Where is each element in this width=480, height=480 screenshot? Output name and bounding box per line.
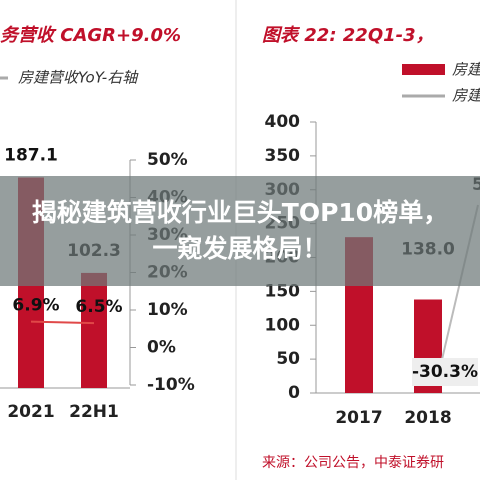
x-tick-label: 2018: [404, 408, 451, 428]
bar: [81, 272, 107, 388]
line-label: 6.9%: [12, 296, 59, 316]
line: [30, 320, 95, 325]
legend: 房建营收YoY-右轴: [18, 69, 139, 87]
y2-tick-label: 50%: [147, 150, 188, 170]
source: 来源：公司公告，中泰证券研: [262, 455, 444, 471]
chart-title: 务营收 CAGR+9.0%: [0, 25, 181, 46]
banner-text: 揭秘建筑营收行业巨头TOP10榜单，一窥发展格局！: [31, 198, 449, 263]
y-tick-label: 350: [265, 146, 301, 166]
y-tick-label: 100: [265, 315, 301, 335]
legend: 房建: [452, 87, 480, 105]
y-tick-label: 0: [288, 383, 300, 403]
y-tick-label: 150: [265, 281, 301, 301]
y2-tick-label: -10%: [147, 375, 195, 395]
banner: 揭秘建筑营收行业巨头TOP10榜单，一窥发展格局！: [0, 176, 480, 286]
x-tick-label: 2017: [335, 408, 382, 428]
value-label: 187.1: [4, 146, 58, 166]
annotation: -30.3%: [412, 362, 478, 382]
annotation-box: [412, 358, 478, 386]
x-tick-label: 2021: [7, 402, 54, 422]
y-tick-label: 50: [276, 349, 300, 369]
chart-title: 图表 22: 22Q1-3，: [262, 25, 434, 46]
legend-swatch: [402, 64, 445, 75]
x-tick-label: 22H1: [69, 402, 119, 422]
y2-tick-label: 0%: [147, 338, 176, 358]
line-label: 6.5%: [75, 297, 122, 317]
y-tick-label: 400: [265, 112, 301, 132]
y2-tick-label: 10%: [147, 300, 188, 320]
legend: 房建: [452, 61, 480, 79]
